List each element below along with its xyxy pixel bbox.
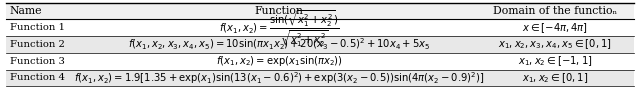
Text: Function: Function: [255, 6, 303, 16]
FancyBboxPatch shape: [6, 70, 634, 86]
Text: Function 3: Function 3: [10, 57, 65, 66]
FancyBboxPatch shape: [6, 19, 634, 36]
Text: $f(x_1, x_2, x_3, x_4, x_5) = 10\sin(\pi x_1 x_2) + 20(x_3 - 0.5)^2 + 10x_4 + 5x: $f(x_1, x_2, x_3, x_4, x_5) = 10\sin(\pi…: [128, 37, 430, 52]
Text: $f(x_1, x_2) = \dfrac{\sin(\sqrt{x_1^2+x_2^2})}{\sqrt{x_1^2+x_2^2}}$: $f(x_1, x_2) = \dfrac{\sin(\sqrt{x_1^2+x…: [219, 8, 339, 48]
FancyBboxPatch shape: [6, 53, 634, 70]
Text: $x \in [-4\pi, 4\pi]$: $x \in [-4\pi, 4\pi]$: [522, 21, 588, 35]
FancyBboxPatch shape: [6, 3, 634, 19]
Text: $x_1, x_2 \in [0, 1]$: $x_1, x_2 \in [0, 1]$: [522, 71, 588, 85]
Text: Name: Name: [10, 6, 42, 16]
Text: Function 1: Function 1: [10, 23, 65, 32]
Text: $f(x_1, x_2) = \exp(x_1 \sin(\pi x_2))$: $f(x_1, x_2) = \exp(x_1 \sin(\pi x_2))$: [216, 54, 342, 68]
Text: $f(x_1, x_2) = 1.9[1.35 + \exp(x_1)\sin(13(x_1-0.6)^2) + \exp(3(x_2-0.5))\sin(4\: $f(x_1, x_2) = 1.9[1.35 + \exp(x_1)\sin(…: [74, 70, 484, 86]
Text: Domain of the functioₙ: Domain of the functioₙ: [493, 6, 618, 16]
Text: Function 2: Function 2: [10, 40, 65, 49]
Text: $x_1, x_2, x_3, x_4, x_5 \in [0, 1]$: $x_1, x_2, x_3, x_4, x_5 \in [0, 1]$: [499, 38, 612, 51]
Text: $x_1, x_2 \in [-1, 1]$: $x_1, x_2 \in [-1, 1]$: [518, 54, 593, 68]
Text: Function 4: Function 4: [10, 73, 65, 83]
FancyBboxPatch shape: [6, 36, 634, 53]
